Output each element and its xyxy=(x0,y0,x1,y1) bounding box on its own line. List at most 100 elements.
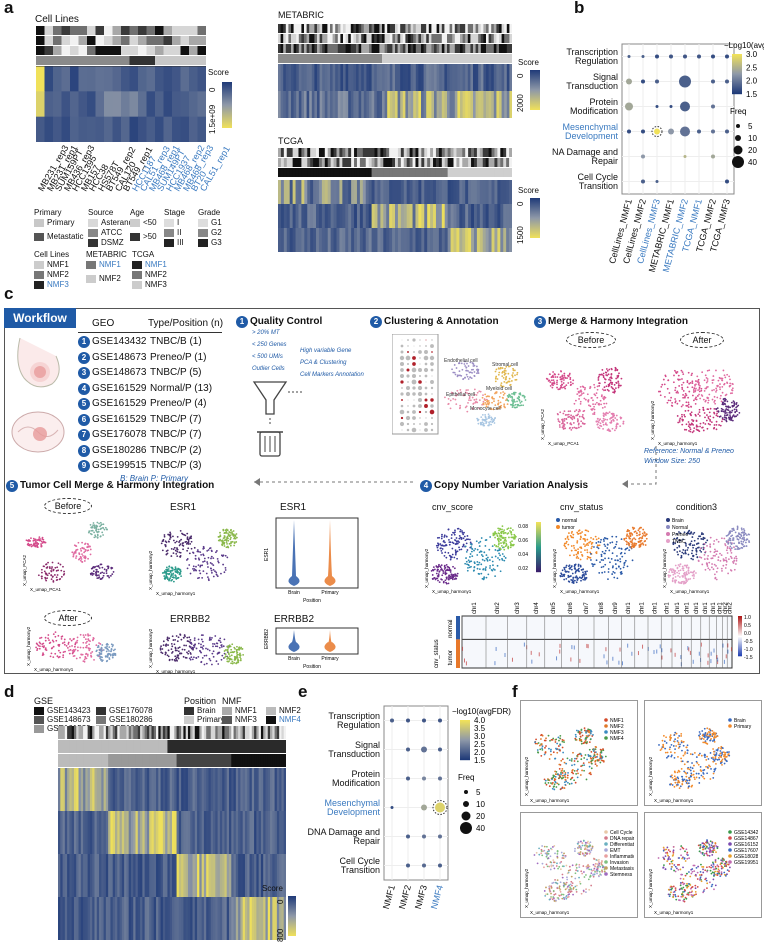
track-cell xyxy=(327,24,331,33)
umap-point xyxy=(197,655,200,658)
dot xyxy=(627,55,631,58)
dot xyxy=(641,79,645,84)
heat-cell xyxy=(304,91,308,118)
colorbar-step xyxy=(732,92,742,94)
umap-point xyxy=(93,536,96,539)
umap-point xyxy=(503,539,506,542)
umap-point xyxy=(480,563,483,566)
umap-point xyxy=(438,536,441,539)
umap-point xyxy=(638,544,641,547)
track-cell xyxy=(172,36,181,45)
umap-point xyxy=(177,657,180,660)
heat-cell xyxy=(298,228,302,252)
umap-point xyxy=(504,372,507,375)
umap-point xyxy=(564,570,567,573)
umap-point xyxy=(687,371,690,374)
umap-point xyxy=(709,550,712,553)
umap-point xyxy=(200,651,203,654)
umap-point xyxy=(562,422,564,424)
umap-point xyxy=(728,375,731,378)
track-cell xyxy=(506,54,510,63)
track-cell xyxy=(503,158,507,167)
heat-cell xyxy=(295,204,299,229)
track-cell xyxy=(365,168,370,177)
colorbar-step xyxy=(732,85,742,87)
umap-point xyxy=(40,540,43,543)
umap-point xyxy=(498,552,500,555)
umap-point xyxy=(445,576,448,579)
umap-point xyxy=(512,402,514,405)
track-cell xyxy=(351,168,355,177)
umap-point xyxy=(709,418,711,421)
umap-point xyxy=(713,401,716,403)
umap-point xyxy=(102,574,105,577)
umap-point xyxy=(557,373,560,376)
umap-point xyxy=(467,538,470,541)
marker-dot xyxy=(406,374,410,378)
umap-point xyxy=(582,568,585,571)
track-cell xyxy=(285,54,289,63)
breast-illustration xyxy=(17,337,60,388)
umap-point xyxy=(619,416,622,419)
umap-point xyxy=(518,404,521,407)
track-cell xyxy=(423,24,427,33)
umap-point xyxy=(698,381,700,384)
cnv-colorbar-step xyxy=(536,566,541,568)
umap-point xyxy=(593,413,596,415)
umap-point xyxy=(731,415,734,418)
umap-point xyxy=(452,531,454,534)
heat-cell xyxy=(336,204,340,229)
heat-cell xyxy=(330,180,335,205)
umap-point xyxy=(677,392,679,394)
colorbar-step xyxy=(732,60,742,62)
umap-point xyxy=(676,402,679,405)
track-cell xyxy=(304,44,308,53)
umap-point xyxy=(447,576,450,578)
violin-xlabel: Primary xyxy=(321,656,339,662)
umap-point xyxy=(580,394,582,397)
umap-point xyxy=(208,657,211,660)
track-cell xyxy=(497,148,501,157)
umap-point xyxy=(589,387,591,390)
umap-point xyxy=(491,545,494,548)
umap-point xyxy=(193,546,196,549)
color-tick: 1.5 xyxy=(746,90,758,99)
umap-point xyxy=(713,395,716,398)
heat-cell xyxy=(488,204,493,229)
track-cell xyxy=(441,158,446,167)
track-cell xyxy=(374,148,378,157)
umap-point xyxy=(210,557,212,560)
track-cell xyxy=(501,54,505,63)
umap-point xyxy=(42,646,45,649)
umap-point xyxy=(52,633,55,636)
track-cell xyxy=(301,34,305,43)
umap-point xyxy=(565,577,568,580)
umap-point xyxy=(692,430,695,432)
heat-cell xyxy=(304,228,308,252)
track-cell xyxy=(412,168,416,177)
track-cell xyxy=(293,34,297,43)
track-cell xyxy=(462,44,466,53)
umap-point xyxy=(553,373,556,375)
umap-point xyxy=(726,382,729,385)
step4-title: 4 Copy Number Variation Analysis xyxy=(420,480,588,492)
umap-point xyxy=(562,573,565,576)
track-cell xyxy=(324,34,328,43)
umap-point xyxy=(199,551,202,554)
track-cell xyxy=(421,44,425,53)
umap-point xyxy=(700,556,703,559)
heat-cell xyxy=(465,180,469,205)
umap-point xyxy=(471,371,473,374)
umap-point xyxy=(456,557,458,560)
track-cell xyxy=(283,44,287,53)
track-cell xyxy=(283,34,287,43)
track-cell xyxy=(197,46,206,55)
umap-point xyxy=(564,377,567,380)
heat-cell xyxy=(354,204,358,229)
umap-point xyxy=(693,531,696,534)
marker-dot xyxy=(429,355,435,361)
track-cell xyxy=(343,24,347,33)
heat-cell xyxy=(280,64,284,92)
umap-point xyxy=(162,640,165,643)
umap-point xyxy=(614,390,616,393)
